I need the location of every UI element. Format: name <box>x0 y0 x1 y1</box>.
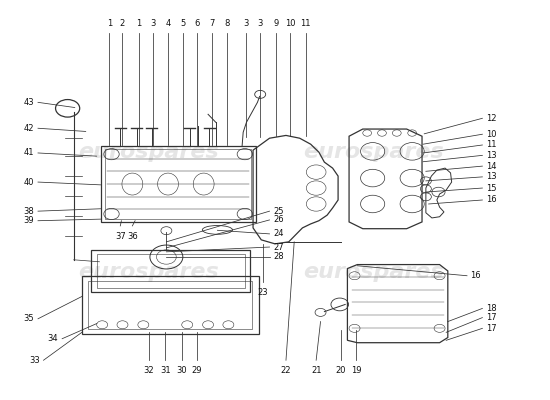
Text: 18: 18 <box>486 304 496 313</box>
Text: 19: 19 <box>351 366 361 375</box>
Text: 25: 25 <box>273 207 284 216</box>
Text: 8: 8 <box>224 19 229 28</box>
Text: 30: 30 <box>177 366 187 375</box>
Text: eurospares: eurospares <box>79 142 219 162</box>
Text: 3: 3 <box>244 19 249 28</box>
Text: 41: 41 <box>24 148 34 158</box>
Text: 29: 29 <box>192 366 202 375</box>
Text: 9: 9 <box>273 19 279 28</box>
Text: 27: 27 <box>273 242 284 252</box>
Text: eurospares: eurospares <box>79 262 219 282</box>
Text: 21: 21 <box>311 366 321 375</box>
Text: 3: 3 <box>151 19 156 28</box>
Text: 37: 37 <box>115 232 125 241</box>
Text: 39: 39 <box>24 216 34 225</box>
Text: 32: 32 <box>144 366 154 375</box>
Text: 17: 17 <box>486 313 496 322</box>
Text: 13: 13 <box>486 172 496 181</box>
Text: 11: 11 <box>300 19 311 28</box>
Text: 26: 26 <box>273 216 284 224</box>
Text: 34: 34 <box>48 334 58 343</box>
Text: 20: 20 <box>336 366 346 375</box>
Text: 33: 33 <box>29 356 40 365</box>
Text: 36: 36 <box>127 232 138 241</box>
Text: 43: 43 <box>24 98 34 107</box>
Text: 4: 4 <box>166 19 170 28</box>
Text: 11: 11 <box>486 140 496 150</box>
Text: eurospares: eurospares <box>304 262 444 282</box>
Text: 10: 10 <box>285 19 295 28</box>
Text: 13: 13 <box>486 151 496 160</box>
Text: 17: 17 <box>486 324 496 333</box>
Text: 23: 23 <box>257 288 268 297</box>
Text: 12: 12 <box>486 114 496 123</box>
Text: 35: 35 <box>24 314 34 323</box>
Text: 15: 15 <box>486 184 496 192</box>
Text: 3: 3 <box>257 19 262 28</box>
Text: 16: 16 <box>470 271 481 280</box>
Text: 40: 40 <box>24 178 34 186</box>
Text: 38: 38 <box>24 207 34 216</box>
Text: 1: 1 <box>136 19 141 28</box>
Text: 31: 31 <box>160 366 170 375</box>
Text: 2: 2 <box>120 19 125 28</box>
Text: eurospares: eurospares <box>304 142 444 162</box>
Text: 1: 1 <box>107 19 112 28</box>
Text: 10: 10 <box>486 130 496 139</box>
Text: 14: 14 <box>486 162 496 171</box>
Text: 42: 42 <box>24 124 34 133</box>
Text: 7: 7 <box>209 19 214 28</box>
Text: 24: 24 <box>273 229 284 238</box>
Text: 6: 6 <box>194 19 200 28</box>
Text: 5: 5 <box>180 19 185 28</box>
Text: 22: 22 <box>280 366 291 375</box>
Text: 28: 28 <box>273 252 284 261</box>
Text: 16: 16 <box>486 196 496 204</box>
